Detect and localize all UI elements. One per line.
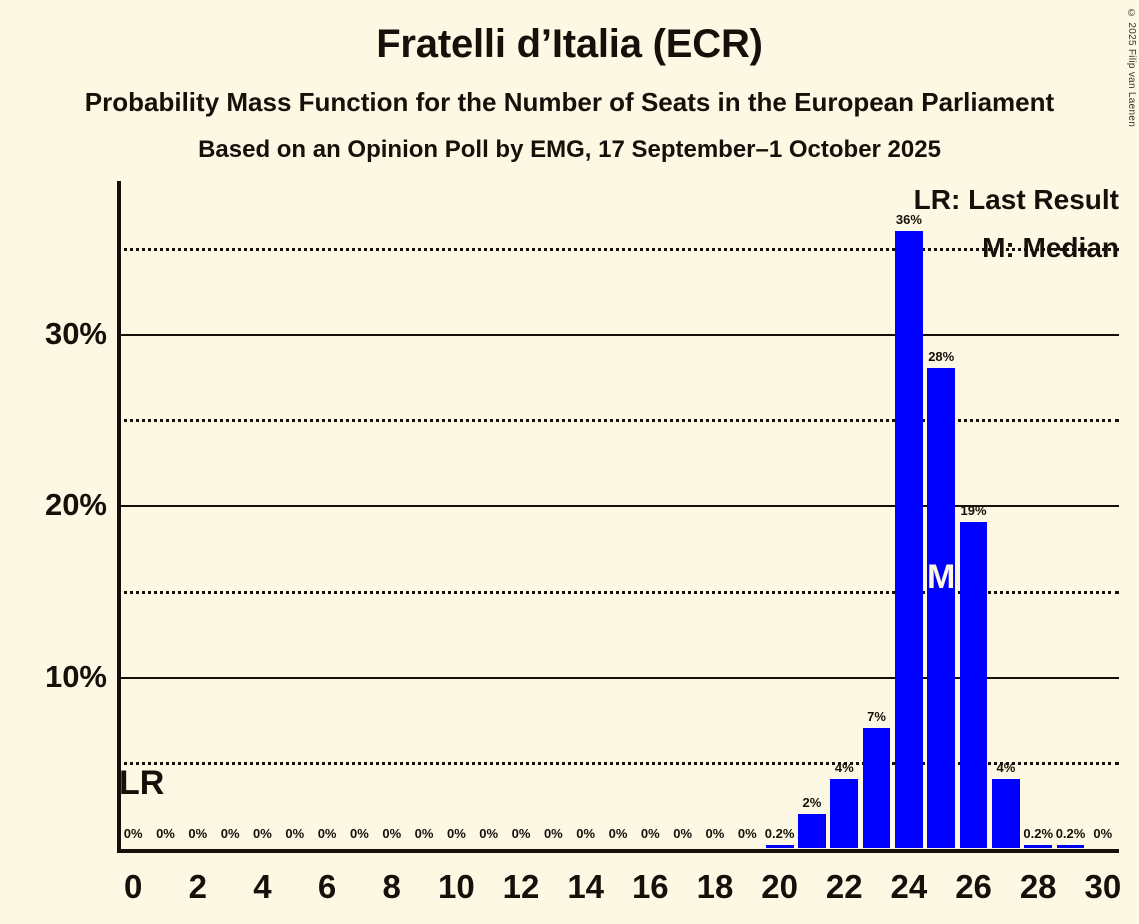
x-axis-labels: 0 2 4 6 8 10 12 14 16 18 20 22 24 26 28 30 xyxy=(117,868,1122,918)
x-axis-tick-14: 14 xyxy=(567,868,605,905)
x-axis-tick-2: 2 xyxy=(188,868,207,905)
x-axis-tick-0: 0 xyxy=(123,868,143,905)
x-axis-tick-24: 24 xyxy=(890,868,928,905)
gridline-25pct xyxy=(117,419,1119,423)
bar-seat-28[interactable] xyxy=(1024,844,1053,848)
bar-value-label-seat-5: 0% xyxy=(285,826,305,841)
bar-value-label-seat-16: 0% xyxy=(640,826,660,841)
bar-value-label-seat-6: 0% xyxy=(317,826,337,841)
chart-subtitle: Probability Mass Function for the Number… xyxy=(84,87,1055,117)
y-axis-line xyxy=(117,181,121,852)
y-axis-tick-10%: 10% xyxy=(44,658,107,694)
gridline-15pct xyxy=(117,590,1119,594)
x-axis-tick-22: 22 xyxy=(825,868,863,905)
page-title: Fratelli d’Italia (ECR) xyxy=(376,22,763,66)
x-axis-tick-8: 8 xyxy=(382,868,401,905)
bar-value-label-seat-30: 0% xyxy=(1093,826,1113,841)
bar-value-label-seat-21: 2% xyxy=(802,794,822,810)
gridline-30pct xyxy=(117,333,1119,336)
bar-seat-27[interactable] xyxy=(991,779,1020,848)
chart-source-line: Based on an Opinion Poll by EMG, 17 Sept… xyxy=(198,136,941,163)
bar-value-label-seat-14: 0% xyxy=(576,826,596,841)
x-axis-tick-4: 4 xyxy=(253,868,272,905)
bar-value-label-seat-11: 0% xyxy=(479,826,499,841)
bar-value-label-seat-7: 0% xyxy=(350,826,369,841)
x-axis-tick-20: 20 xyxy=(761,868,798,905)
gridline-35pct xyxy=(117,247,1119,251)
bar-value-label-seat-0: 0% xyxy=(123,826,143,841)
last-result-marker: LR xyxy=(119,764,165,803)
bar-seat-22[interactable] xyxy=(830,779,859,848)
bar-value-label-seat-26: 19% xyxy=(960,503,987,519)
copyright-notice: © 2025 Filip van Laenen xyxy=(1126,8,1137,128)
bar-value-label-seat-4: 0% xyxy=(253,826,272,841)
y-axis-tick-20%: 20% xyxy=(44,487,107,523)
x-axis-tick-28: 28 xyxy=(1019,868,1057,905)
bar-seat-21[interactable] xyxy=(798,813,826,848)
bar-value-label-seat-12: 0% xyxy=(511,826,531,841)
bar-value-label-seat-10: 0% xyxy=(446,826,466,841)
bar-value-label-seat-25: 28% xyxy=(928,348,955,364)
bar-seat-29[interactable] xyxy=(1056,844,1085,848)
legend-last-result: LR: Last Result xyxy=(913,184,1119,215)
bar-value-label-seat-8: 0% xyxy=(382,826,402,841)
bar-value-label-seat-17: 0% xyxy=(673,826,693,841)
bar-value-label-seat-19: 0% xyxy=(737,826,757,841)
gridline-10pct xyxy=(117,676,1119,679)
gridline-5pct xyxy=(117,762,1119,766)
bar-value-label-seat-28: 0.2% xyxy=(1023,825,1054,841)
x-axis-tick-16: 16 xyxy=(631,868,669,905)
bar-seat-20[interactable] xyxy=(765,844,794,848)
bar-value-label-seat-1: 0% xyxy=(156,826,175,841)
bar-value-label-seat-27: 4% xyxy=(996,760,1016,776)
bar-seat-24[interactable] xyxy=(895,230,923,848)
bar-value-label-seat-22: 4% xyxy=(834,760,854,776)
bar-value-label-seat-13: 0% xyxy=(543,826,563,841)
x-axis-tick-10: 10 xyxy=(438,868,475,905)
bar-value-label-seat-23: 7% xyxy=(867,708,886,724)
bar-value-label-seat-20: 0.2% xyxy=(764,825,795,841)
legend-median: M: Median xyxy=(982,232,1119,263)
x-axis-tick-12: 12 xyxy=(502,868,540,905)
x-axis-line xyxy=(117,849,1119,853)
gridline-20pct xyxy=(117,505,1119,508)
bar-value-label-seat-9: 0% xyxy=(414,826,434,841)
y-axis-labels: 10% 20% 30% xyxy=(7,181,107,852)
x-axis-tick-30: 30 xyxy=(1084,868,1122,905)
bar-seat-26[interactable] xyxy=(959,522,988,848)
x-axis-tick-6: 6 xyxy=(317,868,337,905)
bar-seat-25[interactable] xyxy=(927,367,956,848)
bar-value-label-seat-29: 0.2% xyxy=(1055,825,1086,841)
plot-area: 0% 0% 0% 0% 0% 0% 0% 0% 0% 0% 0% 0% 0% 0% 0% 0% 0% 0% 0% 0%… xyxy=(117,181,1119,853)
bar-value-label-seat-3: 0% xyxy=(220,826,240,841)
bar-value-label-seat-24: 36% xyxy=(895,211,922,227)
x-axis-tick-26: 26 xyxy=(955,868,992,905)
y-axis-tick-30%: 30% xyxy=(44,315,107,351)
bar-value-label-seat-15: 0% xyxy=(608,826,628,841)
bar-seat-23[interactable] xyxy=(862,727,891,848)
bar-value-label-seat-18: 0% xyxy=(705,826,725,841)
x-axis-tick-18: 18 xyxy=(696,868,734,905)
median-marker: M xyxy=(927,557,956,596)
bar-value-label-seat-2: 0% xyxy=(188,826,208,841)
